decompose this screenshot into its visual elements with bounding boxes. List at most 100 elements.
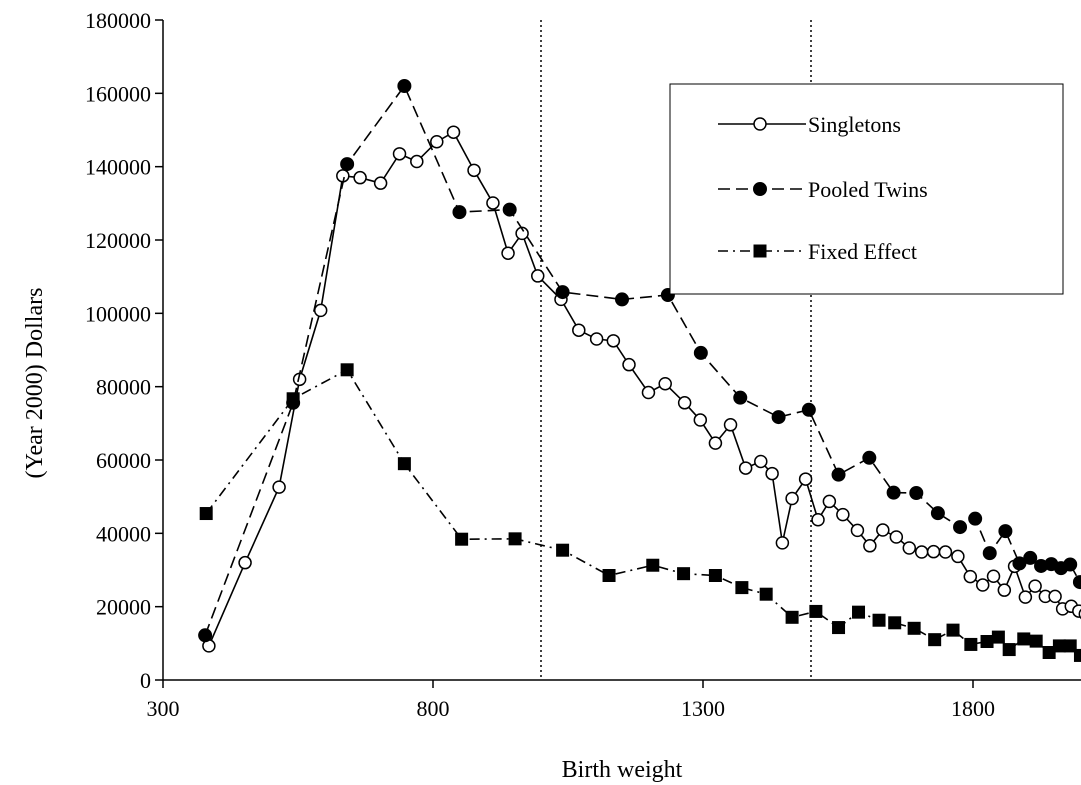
data-point <box>286 392 300 406</box>
data-point <box>876 523 890 537</box>
y-tick-label: 160000 <box>85 81 151 106</box>
data-point <box>1072 575 1081 590</box>
data-point <box>410 154 424 169</box>
data-point <box>615 292 629 307</box>
data-point <box>975 578 990 592</box>
data-point <box>801 402 816 417</box>
data-point <box>430 134 444 149</box>
data-point <box>798 472 813 486</box>
data-point <box>889 530 904 544</box>
data-point <box>502 202 517 217</box>
y-tick-label: 120000 <box>85 228 151 253</box>
data-point <box>831 467 846 482</box>
data-point <box>340 157 355 172</box>
data-point <box>708 436 723 450</box>
x-tick-label: 1800 <box>951 696 995 721</box>
x-tick-label: 1300 <box>681 696 725 721</box>
data-point <box>677 396 692 410</box>
data-point <box>677 567 691 581</box>
data-point <box>708 569 722 582</box>
data-point <box>693 345 708 360</box>
data-point <box>199 507 213 521</box>
y-tick-label: 80000 <box>96 375 151 400</box>
data-point <box>392 147 407 161</box>
legend-label: Fixed Effect <box>808 239 917 264</box>
y-tick-label: 60000 <box>96 448 151 473</box>
legend-box <box>669 83 1064 295</box>
data-point <box>641 385 656 400</box>
x-axis-title: Birth weight <box>562 757 683 783</box>
data-point <box>1052 639 1066 653</box>
data-point <box>452 205 467 220</box>
y-tick-label: 0 <box>140 668 151 693</box>
data-point <box>888 616 902 630</box>
data-point <box>397 457 411 471</box>
data-point <box>785 610 799 624</box>
data-point <box>863 539 877 553</box>
data-point <box>508 532 522 546</box>
legend-label: Singletons <box>808 112 901 137</box>
y-axis-title: (Year 2000) Dollars <box>22 288 48 479</box>
legend: Singletons Pooled Twins Fixed Effect <box>669 83 1064 295</box>
data-point <box>765 466 779 481</box>
data-point <box>646 558 660 572</box>
y-tick-label: 100000 <box>85 301 151 326</box>
data-point <box>968 511 983 526</box>
x-tick-label: 800 <box>417 696 450 721</box>
data-point <box>313 303 328 318</box>
legend-label: Pooled Twins <box>808 177 928 202</box>
data-point <box>785 491 799 506</box>
data-point <box>606 334 621 348</box>
data-point <box>872 613 886 627</box>
data-point <box>997 583 1012 597</box>
data-point <box>986 569 1001 583</box>
data-point <box>486 196 500 210</box>
data-point <box>373 176 388 190</box>
data-point <box>658 376 672 391</box>
data-point <box>589 332 604 346</box>
data-point <box>926 544 941 559</box>
data-point <box>1063 557 1078 572</box>
data-point <box>733 390 748 405</box>
data-point <box>515 226 529 241</box>
data-point <box>467 163 481 178</box>
data-point <box>555 285 570 300</box>
data-point <box>556 543 570 557</box>
data-point <box>397 79 412 93</box>
legend-marker <box>753 244 767 258</box>
data-point <box>998 524 1013 539</box>
data-point <box>909 486 924 500</box>
data-point <box>902 541 917 555</box>
data-point <box>938 545 953 559</box>
data-point <box>759 587 773 601</box>
data-point <box>1029 634 1043 648</box>
data-point <box>980 635 994 648</box>
y-tick-label: 180000 <box>85 8 151 33</box>
data-point <box>1018 590 1033 604</box>
data-point <box>1042 646 1056 659</box>
data-point <box>353 170 367 185</box>
data-point <box>1017 632 1031 646</box>
x-tick-label: 300 <box>147 696 180 721</box>
data-point <box>930 506 945 521</box>
data-point <box>832 621 846 635</box>
data-point <box>914 545 929 559</box>
data-point <box>1063 639 1077 653</box>
y-tick-label: 20000 <box>96 595 151 620</box>
data-point <box>602 569 616 582</box>
data-point <box>198 628 213 643</box>
data-point <box>811 513 825 527</box>
data-point <box>951 549 965 564</box>
data-point <box>1023 550 1038 565</box>
data-point <box>822 494 837 509</box>
data-point <box>775 536 790 550</box>
data-point <box>238 555 252 570</box>
data-point <box>723 418 738 432</box>
data-point <box>964 637 978 651</box>
data-point <box>272 480 286 494</box>
series-singletons <box>202 125 1081 653</box>
data-point <box>886 485 901 500</box>
data-point <box>1048 589 1062 604</box>
data-point <box>946 623 960 637</box>
